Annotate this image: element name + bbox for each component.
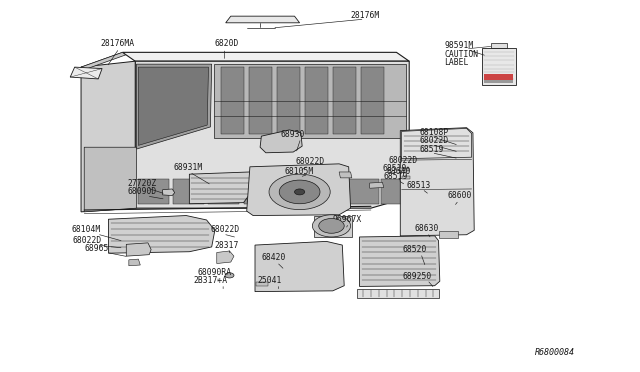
Circle shape xyxy=(294,189,305,195)
Text: 68600: 68600 xyxy=(447,191,472,200)
Text: 68930: 68930 xyxy=(280,130,305,139)
Polygon shape xyxy=(401,128,472,159)
Circle shape xyxy=(319,218,344,233)
Bar xyxy=(173,179,204,205)
Bar xyxy=(484,80,513,83)
Bar xyxy=(305,67,328,134)
Circle shape xyxy=(269,174,330,210)
Bar xyxy=(244,179,274,205)
Polygon shape xyxy=(226,16,300,23)
Text: 68640: 68640 xyxy=(387,167,412,176)
Polygon shape xyxy=(189,172,253,204)
Text: 68520: 68520 xyxy=(403,245,428,254)
Polygon shape xyxy=(84,147,136,212)
Bar xyxy=(314,215,352,237)
Text: 68630: 68630 xyxy=(414,224,438,232)
Text: CAUTION: CAUTION xyxy=(444,50,478,59)
Text: 68090RA: 68090RA xyxy=(198,268,232,277)
Polygon shape xyxy=(138,67,209,145)
Bar xyxy=(361,67,384,134)
Polygon shape xyxy=(214,64,406,138)
Text: 25041: 25041 xyxy=(257,276,282,285)
Text: 68931M: 68931M xyxy=(173,163,203,172)
Polygon shape xyxy=(246,164,351,215)
Text: 68519: 68519 xyxy=(383,164,407,173)
Bar xyxy=(138,179,169,205)
Polygon shape xyxy=(129,259,140,266)
Bar xyxy=(256,282,268,286)
Text: 68022D: 68022D xyxy=(388,155,417,165)
Text: 68965: 68965 xyxy=(84,244,109,253)
Text: 28176MA: 28176MA xyxy=(100,39,134,48)
Polygon shape xyxy=(108,215,215,253)
Circle shape xyxy=(225,273,234,278)
Text: 68022D: 68022D xyxy=(296,157,325,166)
Polygon shape xyxy=(400,167,409,171)
Bar xyxy=(438,231,458,238)
Polygon shape xyxy=(400,128,474,236)
Polygon shape xyxy=(122,52,409,61)
Polygon shape xyxy=(136,64,212,149)
Text: 68104M: 68104M xyxy=(72,225,100,234)
Text: 28317: 28317 xyxy=(214,241,239,250)
Text: 689250: 689250 xyxy=(403,272,432,281)
Text: 68519: 68519 xyxy=(419,145,444,154)
Text: 6820D: 6820D xyxy=(215,39,239,48)
Polygon shape xyxy=(370,182,384,188)
Text: LABEL: LABEL xyxy=(444,58,468,67)
Text: 28176M: 28176M xyxy=(351,11,380,20)
Text: 68022D: 68022D xyxy=(211,225,239,234)
Bar xyxy=(209,179,239,205)
Text: 96967X: 96967X xyxy=(333,215,362,224)
Bar xyxy=(491,43,507,48)
Text: 68022D: 68022D xyxy=(419,137,449,145)
Text: 27720Z: 27720Z xyxy=(127,179,157,188)
Bar xyxy=(381,179,411,205)
Bar xyxy=(333,67,356,134)
Text: 68108P: 68108P xyxy=(419,128,449,137)
Text: 2B317+A: 2B317+A xyxy=(194,276,228,285)
Polygon shape xyxy=(360,236,440,286)
Polygon shape xyxy=(217,251,234,263)
Text: 68420: 68420 xyxy=(261,253,285,263)
Polygon shape xyxy=(135,61,409,208)
Text: R6800084: R6800084 xyxy=(535,349,575,357)
Polygon shape xyxy=(81,52,125,70)
Bar xyxy=(221,67,244,134)
Polygon shape xyxy=(70,67,102,79)
Text: 68513: 68513 xyxy=(406,181,430,190)
Polygon shape xyxy=(163,189,175,196)
Polygon shape xyxy=(260,130,302,153)
Circle shape xyxy=(279,180,320,204)
Bar xyxy=(278,179,309,205)
Text: 68090D: 68090D xyxy=(127,187,157,196)
Bar xyxy=(483,48,516,85)
Text: 68105M: 68105M xyxy=(285,167,314,176)
Polygon shape xyxy=(401,176,410,179)
Bar xyxy=(357,289,438,298)
Polygon shape xyxy=(339,172,352,178)
Text: 98591M: 98591M xyxy=(444,41,474,50)
Bar xyxy=(314,179,344,205)
Bar xyxy=(349,179,380,205)
Bar xyxy=(484,74,513,80)
Bar xyxy=(276,67,300,134)
Polygon shape xyxy=(255,241,344,292)
Circle shape xyxy=(312,215,351,237)
Polygon shape xyxy=(126,243,151,256)
Text: 68519: 68519 xyxy=(384,172,408,181)
Text: 68022D: 68022D xyxy=(73,236,102,245)
Bar xyxy=(248,67,271,134)
Polygon shape xyxy=(81,61,135,212)
